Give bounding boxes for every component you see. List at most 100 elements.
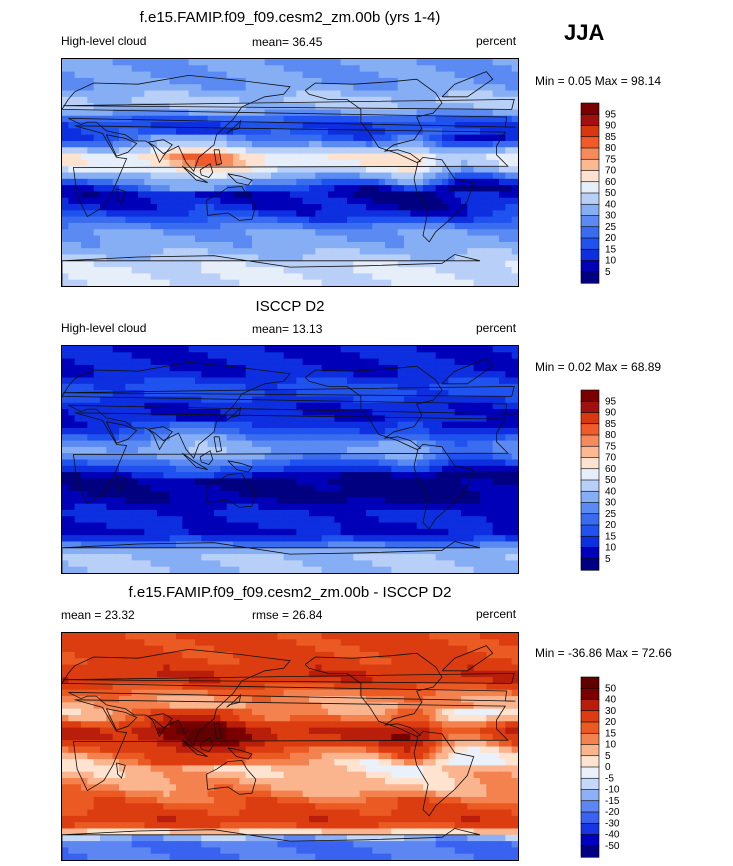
- map-cell: [68, 497, 76, 505]
- map-cell: [486, 279, 494, 286]
- map-cell: [226, 522, 234, 530]
- map-cell: [378, 390, 386, 398]
- map-cell: [454, 191, 462, 199]
- map-cell: [309, 459, 316, 467]
- map-cell: [93, 216, 101, 224]
- map-cell: [62, 509, 69, 517]
- map-cell: [315, 547, 323, 555]
- map-cell: [366, 377, 373, 385]
- map-cell: [359, 346, 367, 353]
- map-cell: [74, 484, 82, 492]
- map-cell: [296, 185, 304, 193]
- coastline: [116, 188, 126, 205]
- map-cell: [207, 547, 215, 555]
- map-cell: [435, 491, 443, 498]
- map-cell: [188, 77, 196, 85]
- map-cell: [416, 103, 424, 111]
- map-cell: [220, 260, 228, 268]
- map-cell: [328, 71, 335, 79]
- map-cell: [93, 260, 101, 268]
- map-cell: [499, 260, 506, 268]
- map-cell: [423, 128, 430, 136]
- map-cell: [93, 84, 101, 92]
- map-cell: [125, 147, 133, 155]
- map-cell: [264, 191, 272, 199]
- map-cell: [138, 90, 145, 98]
- map-cell: [201, 191, 209, 199]
- map-cell: [176, 409, 183, 416]
- map-cell: [68, 509, 76, 517]
- map-cell: [252, 122, 259, 129]
- map-cell: [93, 109, 101, 117]
- map-cell: [131, 222, 139, 230]
- map-cell: [112, 516, 120, 524]
- map-cell: [239, 358, 247, 366]
- map-cell: [182, 371, 190, 379]
- map-cell: [62, 241, 69, 249]
- map-cell: [302, 210, 310, 218]
- map-cell: [416, 415, 424, 423]
- map-cell: [252, 377, 259, 385]
- map-cell: [385, 222, 392, 230]
- map-cell: [334, 421, 342, 429]
- map-cell: [87, 415, 95, 423]
- map-cell: [157, 472, 164, 480]
- map-cell: [138, 153, 145, 161]
- map-cell: [68, 358, 76, 366]
- map-cell: [188, 147, 196, 155]
- map-cell: [511, 128, 518, 136]
- map-cell: [163, 140, 171, 148]
- map-cell: [473, 191, 481, 199]
- map-cell: [188, 522, 196, 530]
- map-cell: [188, 396, 196, 404]
- map-cell: [505, 185, 513, 193]
- map-cell: [404, 491, 411, 498]
- map-cell: [220, 216, 228, 224]
- map-cell: [397, 472, 405, 480]
- map-cell: [176, 528, 183, 536]
- map-cell: [480, 459, 487, 467]
- map-cell: [277, 371, 285, 379]
- map-cell: [340, 377, 348, 385]
- map-cell: [283, 191, 291, 199]
- map-cell: [492, 159, 500, 167]
- map-cell: [163, 84, 171, 92]
- map-cell: [277, 465, 285, 473]
- map-cell: [492, 522, 500, 530]
- map-cell: [68, 241, 76, 249]
- map-cell: [163, 248, 171, 256]
- map-cell: [119, 71, 126, 79]
- map-cell: [169, 172, 177, 180]
- map-cell: [100, 235, 107, 243]
- map-cell: [372, 134, 380, 142]
- map-cell: [144, 90, 152, 98]
- map-cell: [264, 103, 272, 111]
- map-cell: [74, 166, 82, 174]
- map-cell: [68, 503, 76, 511]
- map-cell: [68, 371, 76, 379]
- map-cell: [81, 128, 88, 136]
- map-cell: [144, 509, 152, 517]
- map-cell: [385, 166, 392, 174]
- map-cell: [353, 503, 361, 511]
- map-cell: [214, 260, 221, 268]
- map-cell: [410, 229, 418, 237]
- map-cell: [404, 197, 411, 205]
- map-cell: [62, 541, 69, 549]
- map-cell: [245, 522, 253, 530]
- map-cell: [480, 446, 487, 454]
- map-cell: [125, 541, 133, 549]
- map-cell: [347, 346, 354, 353]
- map-cell: [404, 115, 411, 123]
- map-cell: [372, 358, 380, 366]
- map-cell: [391, 178, 399, 186]
- map-cell: [296, 472, 304, 480]
- map-cell: [321, 153, 329, 161]
- map-cell: [315, 254, 323, 262]
- map-cell: [62, 421, 69, 429]
- map-cell: [486, 197, 494, 205]
- map-cell: [252, 459, 259, 467]
- map-cell: [486, 409, 494, 416]
- map-cell: [87, 122, 95, 129]
- map-cell: [182, 134, 190, 142]
